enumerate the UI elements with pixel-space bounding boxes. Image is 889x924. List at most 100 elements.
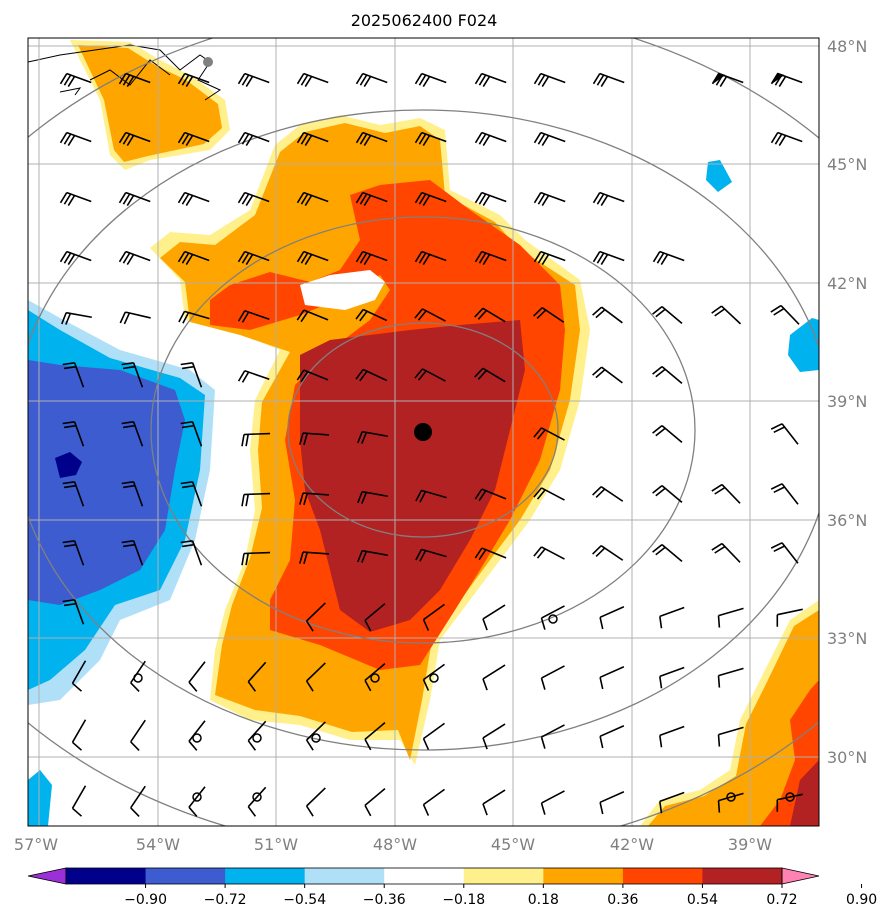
latitude-labels: 48°N 45°N 42°N 39°N 36°N 33°N 30°N — [827, 37, 867, 767]
wind-barb — [474, 72, 507, 88]
wind-barb — [299, 492, 330, 506]
wind-barb — [711, 542, 741, 563]
wind-barb — [592, 366, 623, 384]
wind-barb — [71, 719, 87, 751]
wind-barb — [717, 726, 744, 747]
colorbar-tick-label: −0.72 — [204, 892, 247, 908]
colorbar-tick-label: −0.36 — [363, 892, 406, 908]
wind-barb — [482, 789, 506, 816]
wind-barb — [599, 605, 625, 630]
wind-barb — [540, 724, 565, 749]
wind-barb — [482, 723, 506, 750]
wind-barb — [357, 549, 388, 563]
storm-center-marker — [414, 423, 432, 441]
wind-barb — [474, 488, 507, 502]
colorbar-extend-low — [27, 867, 67, 885]
wind-barb — [414, 308, 446, 322]
wind-barb — [118, 250, 151, 266]
wind-barb — [474, 547, 507, 561]
wind-barb — [364, 603, 386, 632]
positive-pocket-white — [300, 270, 385, 310]
colorbar-tick-label: 0.72 — [766, 892, 797, 908]
wind-barb — [296, 369, 329, 383]
wind-barb — [415, 489, 447, 503]
wind-barb — [770, 423, 799, 445]
wind-barb — [533, 546, 565, 560]
lon-label: 45°W — [491, 835, 535, 854]
colorbar-swatch — [463, 868, 544, 884]
negative-small-sw — [28, 770, 52, 826]
wind-barb — [299, 432, 330, 446]
negative-small-e — [788, 318, 819, 372]
wind-barb — [130, 785, 146, 817]
wind-barb — [188, 720, 206, 751]
wind-barb-pennant — [712, 72, 726, 84]
wind-barb — [659, 791, 685, 814]
wind-barb — [652, 250, 685, 266]
wind-barb — [59, 250, 92, 266]
wind-barb — [355, 308, 388, 322]
wind-barb — [415, 548, 447, 562]
wind-barb — [533, 131, 566, 147]
wind-barb — [357, 430, 388, 444]
wind-barb — [62, 421, 85, 447]
wind-barb — [414, 191, 447, 207]
colorbar-tick-label: −0.54 — [283, 892, 326, 908]
wind-barb — [364, 722, 386, 751]
wind-barb — [652, 543, 683, 562]
wind-barb — [533, 191, 566, 207]
wind-barb — [533, 72, 566, 88]
wind-barb — [474, 191, 507, 207]
wind-barb — [355, 131, 388, 147]
wind-barb — [180, 421, 203, 447]
wind-barb — [237, 250, 270, 266]
wind-barb — [717, 792, 744, 813]
colorbar-swatch — [304, 868, 385, 884]
wind-barb — [355, 72, 388, 88]
wind-barb — [540, 665, 565, 690]
lat-label: 39°N — [827, 392, 867, 411]
wind-barb — [59, 72, 92, 88]
wind-barb — [177, 250, 210, 266]
colorbar: −0.90 −0.72 −0.54 −0.36 −0.18 0.18 0.36 0.54 0.7… — [27, 867, 877, 908]
wind-barb — [364, 663, 386, 692]
wind-barb — [119, 311, 151, 325]
lon-label: 57°W — [14, 835, 58, 854]
lon-label: 54°W — [136, 835, 180, 854]
wind-barb — [305, 602, 326, 632]
wind-barb — [422, 722, 445, 750]
colorbar-tick-label: 0.18 — [528, 892, 559, 908]
wind-barb — [62, 362, 85, 388]
lat-label: 45°N — [827, 155, 867, 174]
wind-barb — [474, 367, 506, 383]
negative-region-navy — [55, 452, 82, 478]
wind-barb — [414, 131, 447, 147]
wind-barb — [177, 131, 210, 147]
wind-barb — [296, 72, 329, 88]
wind-barb — [592, 72, 625, 88]
wind-barb — [652, 365, 683, 384]
map-frame — [27, 37, 820, 827]
wind-barb — [61, 311, 92, 325]
wind-barb — [776, 793, 803, 812]
colorbar-swatch — [702, 868, 783, 884]
wind-barb — [414, 72, 447, 88]
colorbar-tick-label: 0.54 — [687, 892, 718, 908]
lon-label: 51°W — [254, 835, 298, 854]
wind-barb — [121, 481, 144, 507]
wind-barb — [177, 72, 210, 88]
wind-barb — [247, 661, 267, 692]
colorbar-tick-label: 0.36 — [607, 892, 638, 908]
wind-barb — [540, 605, 565, 630]
colorbar-swatch — [66, 868, 147, 884]
colorbar-swatch — [145, 868, 226, 884]
lat-label: 48°N — [827, 37, 867, 56]
wind-barb — [474, 307, 506, 323]
wind-barb — [121, 421, 144, 447]
wind-barb — [422, 788, 445, 816]
colorbar-tick-label: 0.90 — [846, 892, 877, 908]
wind-barb — [592, 486, 624, 502]
wind-barb — [364, 788, 386, 817]
wind-barb — [422, 663, 445, 691]
